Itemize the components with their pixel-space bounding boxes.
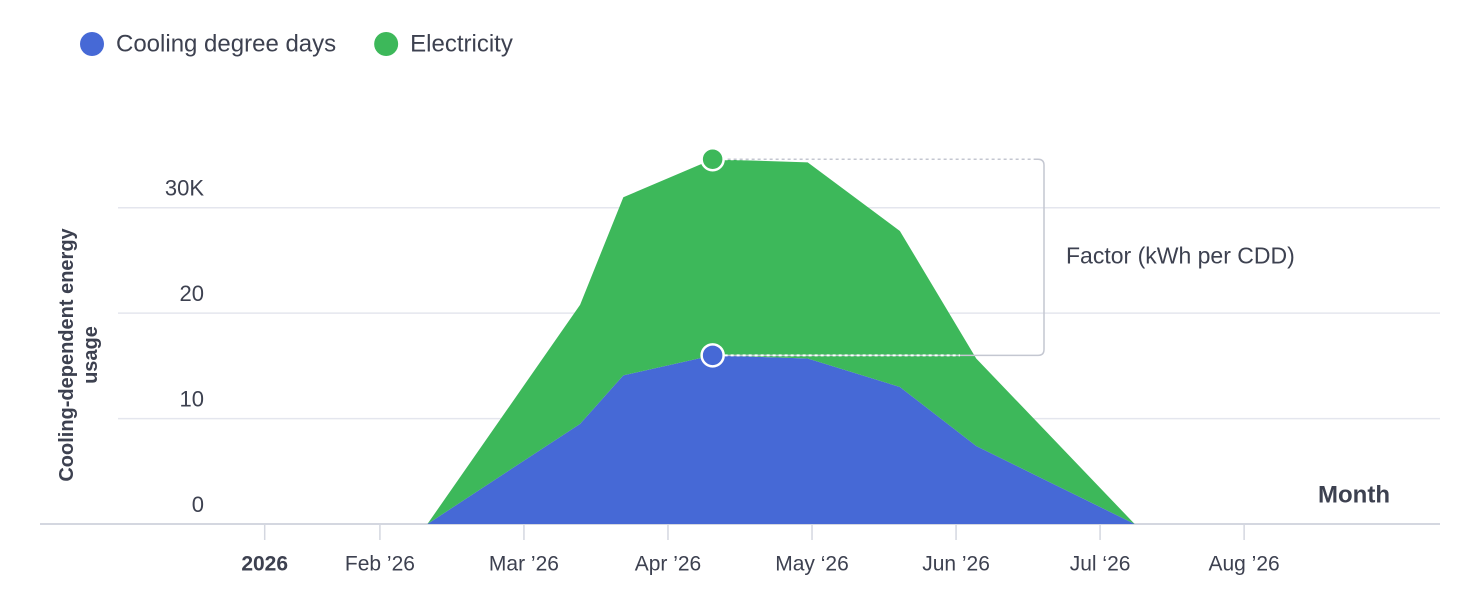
x-tick-label: Feb ’26 [345,553,415,576]
area [427,159,1135,524]
legend-label: Cooling degree days [116,30,336,57]
legend-label: Electricity [410,30,513,57]
area [427,355,1135,524]
annotation-bracket [712,158,1045,357]
legend-swatch [374,32,399,56]
y-tick-label: 20 [180,281,204,306]
x-tick-label: May ‘26 [775,553,849,576]
y-tick-label: 10 [180,386,204,411]
legend-swatch [80,32,104,56]
y-axis-label: Cooling-dependent energy usage [56,227,102,481]
x-tick-label: Aug ’26 [1208,553,1279,576]
annotation-text: Factor (kWh per CDD) [1066,242,1295,268]
y-tick-label: 30K [165,176,204,201]
x-tick-label: Apr ’26 [635,553,702,576]
point-marker [700,147,725,172]
x-tick-label: 2026 [241,553,288,576]
x-tick-label: Jun ’26 [922,553,990,576]
x-tick-label: Jul ‘26 [1070,553,1131,576]
y-tick-label: 0 [192,492,204,517]
point-marker [700,343,725,368]
x-axis-label: Month [1318,481,1390,508]
x-tick-label: Mar ’26 [489,553,559,576]
